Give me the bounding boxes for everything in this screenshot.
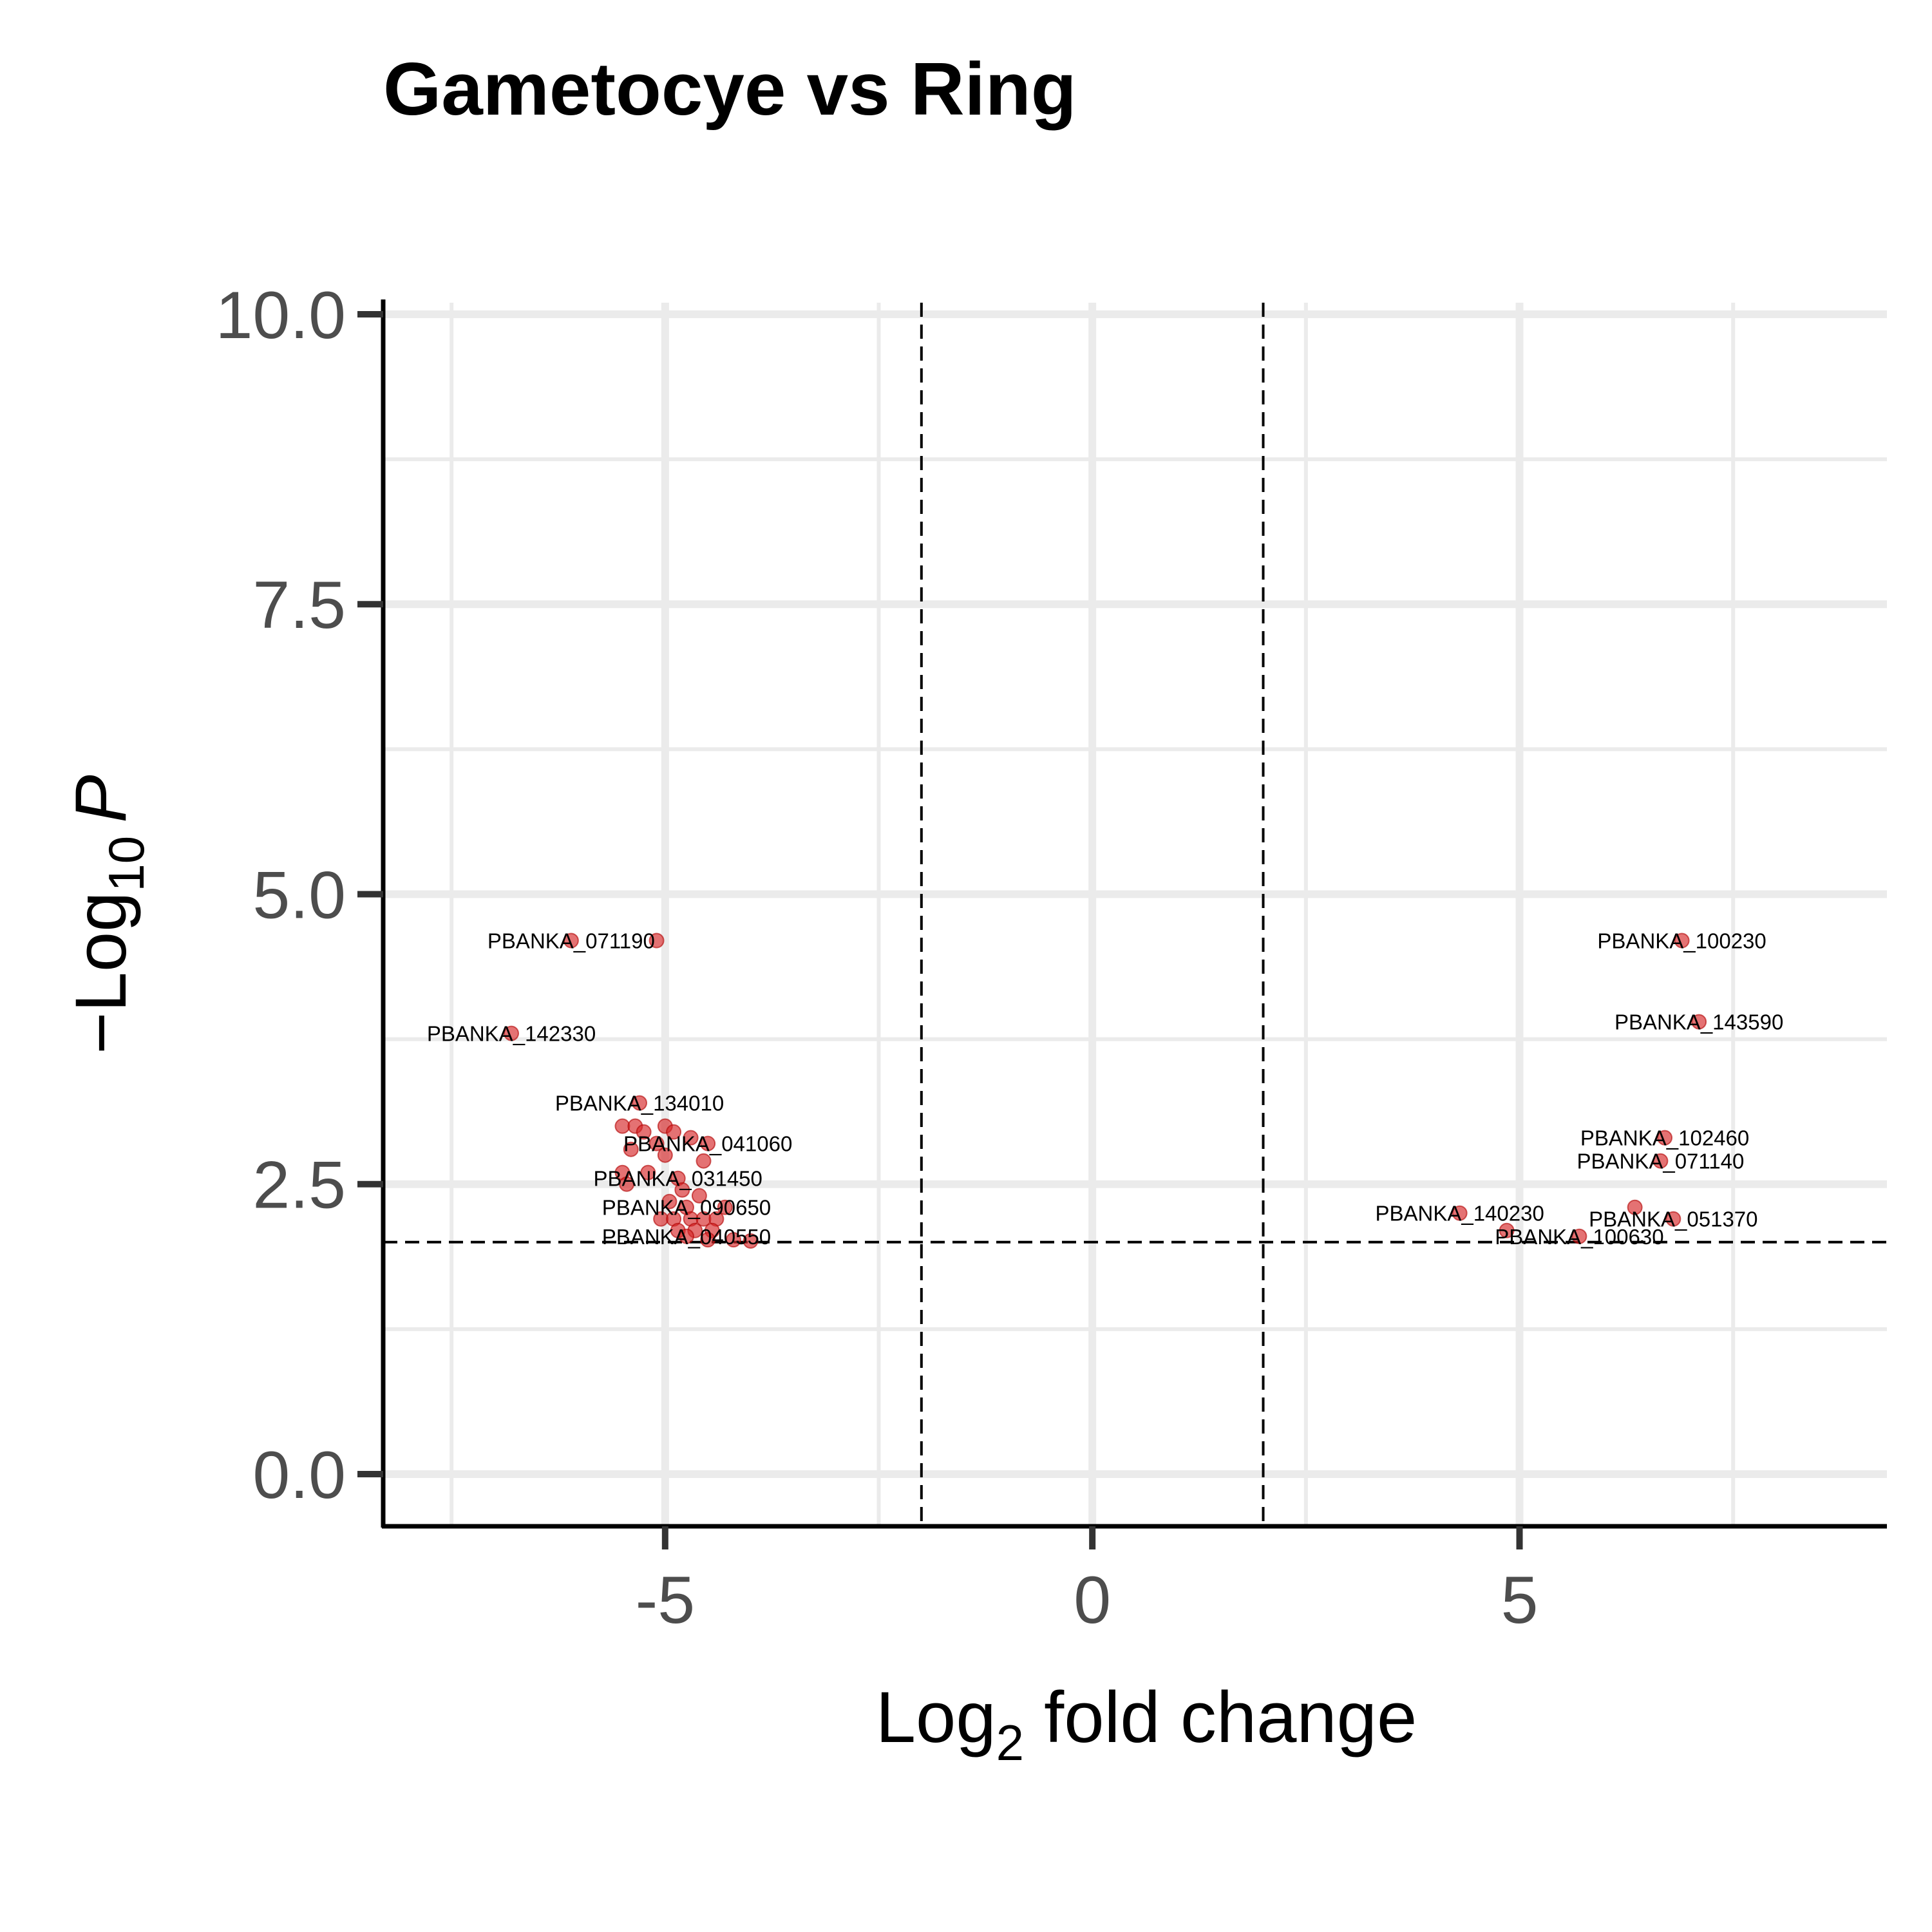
data-point (696, 1153, 712, 1169)
point-label: PBANKA_100630 (1495, 1225, 1663, 1249)
data-point (1657, 1130, 1673, 1146)
point-label: PBANKA_142330 (427, 1022, 596, 1046)
data-point (661, 1193, 677, 1209)
point-label: PBANKA_100230 (1597, 929, 1766, 953)
tick-labels: -5 0 5 0.0 2.5 5.0 7.5 10.0 (216, 278, 1539, 1638)
x-axis-title-rest: fold change (1024, 1677, 1417, 1757)
grid-lines (383, 303, 1887, 1526)
point-label: PBANKA_143590 (1615, 1010, 1783, 1034)
data-point (649, 933, 665, 949)
x-axis-title: Log2 fold change (876, 1677, 1417, 1771)
data-point (1691, 1014, 1707, 1030)
data-point (743, 1233, 759, 1249)
point-label: PBANKA_071190 (488, 929, 655, 953)
data-point (717, 1199, 733, 1215)
x-tick-label: -5 (636, 1563, 695, 1638)
data-point (657, 1147, 673, 1163)
point-label: PBANKA_040550 (602, 1225, 771, 1249)
y-tick-label: 2.5 (252, 1148, 346, 1223)
data-point (632, 1095, 648, 1111)
data-point (683, 1130, 699, 1146)
point-label: PBANKA_041060 (623, 1132, 792, 1156)
data-point (1674, 933, 1690, 949)
y-tick-label: 10.0 (216, 278, 346, 353)
point-label: PBANKA_102460 (1580, 1126, 1749, 1150)
data-point (666, 1124, 682, 1140)
data-point (1571, 1228, 1587, 1244)
data-point (700, 1232, 716, 1248)
point-label: PBANKA_140230 (1375, 1202, 1544, 1226)
y-axis-title-subscript: 10 (98, 836, 155, 892)
x-axis-title-base: Log (876, 1677, 996, 1757)
x-tick-label: 0 (1074, 1563, 1111, 1638)
y-tick-label: 5.0 (252, 858, 346, 933)
y-axis-title-prefix: −Log (61, 892, 141, 1054)
x-axis-title-subscript: 2 (996, 1714, 1024, 1771)
data-point (674, 1182, 690, 1198)
data-point (614, 1118, 630, 1134)
y-tick-label: 7.5 (252, 568, 346, 643)
y-tick-label: 0.0 (252, 1438, 346, 1513)
data-point (1499, 1222, 1515, 1238)
data-point (700, 1135, 716, 1151)
point-label: PBANKA_134010 (555, 1092, 724, 1115)
axes (357, 299, 1887, 1549)
y-axis-title: −Log10 P (61, 775, 155, 1054)
data-points (504, 933, 1707, 1249)
data-point (640, 1164, 656, 1180)
data-point (649, 1135, 665, 1151)
data-point (1665, 1211, 1681, 1227)
data-point (1452, 1205, 1468, 1221)
point-label: PBANKA_071140 (1577, 1150, 1744, 1173)
point-label: PBANKA_031450 (594, 1167, 762, 1191)
data-point (691, 1188, 707, 1204)
data-point (1627, 1199, 1643, 1215)
x-tick-label: 5 (1501, 1563, 1539, 1638)
point-labels: PBANKA_071190 PBANKA_142330 PBANKA_134010 P… (427, 929, 1783, 1249)
chart-title: Gametocye vs Ring (383, 47, 1077, 131)
threshold-lines (383, 303, 1887, 1526)
point-label: PBANKA_090650 (602, 1196, 771, 1220)
data-point (619, 1176, 635, 1192)
point-label: PBANKA_051370 (1589, 1208, 1757, 1231)
y-axis-title-var: P (61, 775, 141, 823)
data-point (678, 1228, 694, 1244)
data-point (636, 1124, 652, 1140)
data-point (1653, 1153, 1669, 1169)
data-point (725, 1232, 741, 1248)
data-point (623, 1141, 639, 1157)
data-point (563, 933, 579, 949)
data-point (504, 1025, 520, 1041)
